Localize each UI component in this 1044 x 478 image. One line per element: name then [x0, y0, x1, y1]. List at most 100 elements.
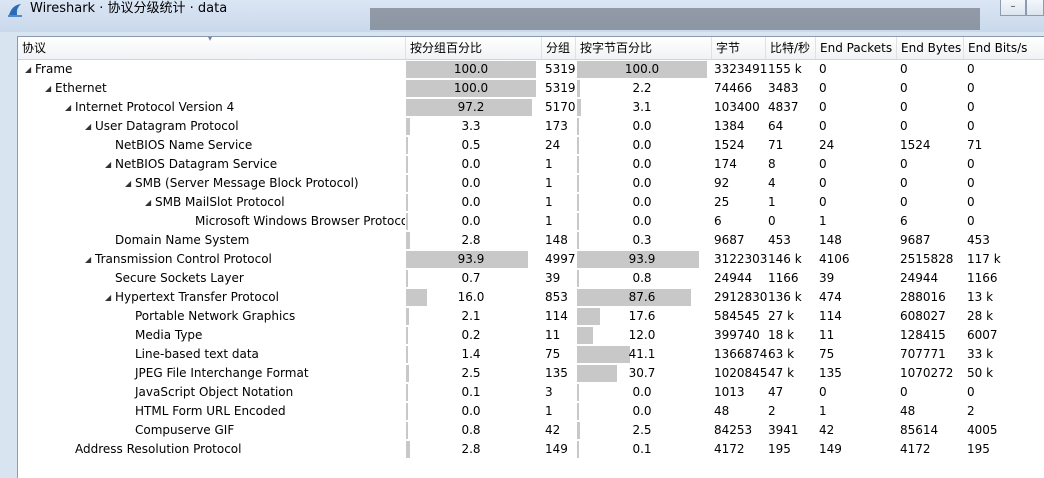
- table-row[interactable]: ◢ Transmission Control Protocol 93.9 4997 93…: [18, 250, 1044, 269]
- packets-cell: 148: [545, 233, 568, 247]
- percent-bytes-bar-value: 87.6: [628, 290, 656, 304]
- end-packets-cell: 0: [819, 195, 827, 209]
- percent-packets-bar: 0.0: [406, 403, 536, 420]
- column-header-end-bytes[interactable]: End Bytes: [897, 37, 964, 59]
- bits-per-sec-cell: 4: [768, 176, 776, 190]
- bits-per-sec-cell: 3941: [768, 423, 799, 437]
- end-bits-cell: 0: [967, 195, 975, 209]
- table-row[interactable]: ◢ Internet Protocol Version 4 97.2 5170 3.1 1…: [18, 98, 1044, 117]
- table-row[interactable]: Address Resolution Protocol 2.8 149 0.1 4172…: [18, 440, 1044, 459]
- end-packets-cell: 149: [819, 442, 842, 456]
- expand-triangle-icon[interactable]: ◢: [85, 255, 92, 264]
- end-packets-cell: 135: [819, 366, 842, 380]
- table-row[interactable]: JavaScript Object Notation 0.1 3 0.0 1013 47 0…: [18, 383, 1044, 402]
- table-row[interactable]: ◢ User Datagram Protocol 3.3 173 0.0 1384 64 0 0…: [18, 117, 1044, 136]
- end-bits-cell: 13 k: [967, 290, 994, 304]
- protocol-name: Microsoft Windows Browser Protocol: [195, 214, 405, 228]
- column-header-percent-bytes[interactable]: 按字节百分比: [576, 37, 712, 59]
- table-row[interactable]: ◢ Hypertext Transfer Protocol 16.0 853 87.6 2…: [18, 288, 1044, 307]
- expand-triangle-icon[interactable]: ◢: [65, 103, 72, 112]
- percent-packets-bar-fill: [406, 308, 409, 325]
- table-row[interactable]: NetBIOS Name Service 0.5 24 0.0 1524 71 24 1524…: [18, 136, 1044, 155]
- expand-triangle-icon[interactable]: ◢: [105, 293, 112, 302]
- percent-bytes-bar-value: 30.7: [628, 366, 656, 380]
- bits-per-sec-cell: 146 k: [768, 252, 802, 266]
- percent-bytes-bar-value: 0.0: [632, 214, 652, 228]
- bits-per-sec-cell: 64: [768, 119, 784, 133]
- end-bytes-cell: 0: [900, 62, 908, 76]
- table-row[interactable]: ◢ Ethernet 100.0 5319 2.2 74466 3483 0 0 0: [18, 79, 1044, 98]
- end-bytes-cell: 0: [900, 176, 908, 190]
- table-row[interactable]: ◢ SMB MailSlot Protocol 0.0 1 0.0 25 1 0 0 0: [18, 193, 1044, 212]
- table-row[interactable]: ◢ Frame 100.0 5319 100.0 3323491 155 k 0 0 0: [18, 60, 1044, 79]
- percent-bytes-bar: 2.5: [577, 422, 707, 439]
- bytes-cell: 84253: [714, 423, 753, 437]
- end-bytes-cell: 707771: [900, 347, 946, 361]
- bits-per-sec-cell: 27 k: [768, 309, 795, 323]
- end-bytes-cell: 85614: [900, 423, 939, 437]
- table-row[interactable]: HTML Form URL Encoded 0.0 1 0.0 48 2 1 48 2: [18, 402, 1044, 421]
- column-header-end-packets[interactable]: End Packets: [816, 37, 897, 59]
- table-row[interactable]: ◢ NetBIOS Datagram Service 0.0 1 0.0 174 8 0 0 0: [18, 155, 1044, 174]
- table-row[interactable]: JPEG File Interchange Format 2.5 135 30.7 10…: [18, 364, 1044, 383]
- expand-triangle-icon[interactable]: ◢: [85, 122, 92, 131]
- expand-triangle-icon[interactable]: ◢: [45, 84, 52, 93]
- percent-bytes-bar-fill: [577, 61, 707, 78]
- bytes-cell: 584545: [714, 309, 760, 323]
- percent-packets-bar: 2.5: [406, 365, 536, 382]
- protocol-name: SMB (Server Message Block Protocol): [135, 176, 359, 190]
- protocol-hierarchy-table: 协议 ▾ 按分组百分比 分组 按字节百分比 字节 比特/秒 End Packet…: [17, 35, 1044, 478]
- percent-bytes-bar-fill: [577, 270, 579, 287]
- expand-triangle-icon[interactable]: ◢: [105, 160, 112, 169]
- table-row[interactable]: Domain Name System 2.8 148 0.3 9687 453 148 968…: [18, 231, 1044, 250]
- protocol-name: User Datagram Protocol: [95, 119, 239, 133]
- percent-packets-bar: 0.0: [406, 175, 536, 192]
- percent-bytes-bar-value: 3.1: [632, 100, 652, 114]
- end-packets-cell: 4106: [819, 252, 850, 266]
- protocol-name-cell: JavaScript Object Notation: [125, 383, 405, 402]
- table-row[interactable]: Line-based text data 1.4 75 41.1 1366874 63 k…: [18, 345, 1044, 364]
- end-packets-cell: 11: [819, 328, 835, 342]
- end-packets-cell: 0: [819, 385, 827, 399]
- expand-triangle-icon[interactable]: ◢: [145, 198, 152, 207]
- bytes-cell: 3323491: [714, 62, 768, 76]
- table-row[interactable]: Media Type 0.2 11 12.0 399740 18 k 11 128415 600…: [18, 326, 1044, 345]
- end-bits-cell: 0: [967, 100, 975, 114]
- percent-bytes-bar-value: 0.3: [632, 233, 652, 247]
- end-bits-cell: 0: [967, 157, 975, 171]
- percent-packets-bar: 1.4: [406, 346, 536, 363]
- table-row[interactable]: Microsoft Windows Browser Protocol 0.0 1 0.…: [18, 212, 1044, 231]
- table-row[interactable]: Compuserve GIF 0.8 42 2.5 84253 3941 42 85614 40…: [18, 421, 1044, 440]
- bits-per-sec-cell: 1: [768, 195, 776, 209]
- column-header-protocol[interactable]: 协议 ▾: [18, 35, 406, 59]
- percent-packets-bar-fill: [406, 194, 408, 211]
- column-header-packets[interactable]: 分组: [542, 37, 576, 59]
- end-bits-cell: 2: [967, 404, 975, 418]
- expand-triangle-icon[interactable]: ◢: [25, 65, 32, 74]
- maximize-button[interactable]: [1026, 0, 1044, 16]
- bytes-cell: 3122303: [714, 252, 768, 266]
- percent-bytes-bar-fill: [577, 384, 579, 401]
- table-row[interactable]: Secure Sockets Layer 0.7 39 0.8 24944 1166 39 2…: [18, 269, 1044, 288]
- percent-packets-bar-value: 2.5: [461, 366, 481, 380]
- column-header-percent-packets[interactable]: 按分组百分比: [406, 37, 542, 59]
- minimize-button[interactable]: –: [1000, 0, 1026, 16]
- column-header-bits-per-sec[interactable]: 比特/秒: [766, 37, 816, 59]
- end-bits-cell: 0: [967, 62, 975, 76]
- bytes-cell: 74466: [714, 81, 753, 95]
- column-header-end-bits[interactable]: End Bits/s: [968, 41, 1028, 55]
- bits-per-sec-cell: 1166: [768, 271, 799, 285]
- percent-packets-bar-fill: [406, 441, 410, 458]
- percent-bytes-bar-fill: [577, 99, 582, 116]
- percent-bytes-bar-fill: [577, 251, 700, 268]
- table-row[interactable]: ◢ SMB (Server Message Block Protocol) 0.0 1…: [18, 174, 1044, 193]
- bytes-cell: 2912830: [714, 290, 768, 304]
- protocol-name: Hypertext Transfer Protocol: [115, 290, 279, 304]
- percent-packets-bar-value: 0.0: [461, 157, 481, 171]
- protocol-name: HTML Form URL Encoded: [135, 404, 286, 418]
- table-row[interactable]: Portable Network Graphics 2.1 114 17.6 58454…: [18, 307, 1044, 326]
- expand-triangle-icon[interactable]: ◢: [125, 179, 132, 188]
- column-header-bytes[interactable]: 字节: [712, 37, 766, 59]
- percent-packets-bar-fill: [406, 232, 410, 249]
- bits-per-sec-cell: 63 k: [768, 347, 795, 361]
